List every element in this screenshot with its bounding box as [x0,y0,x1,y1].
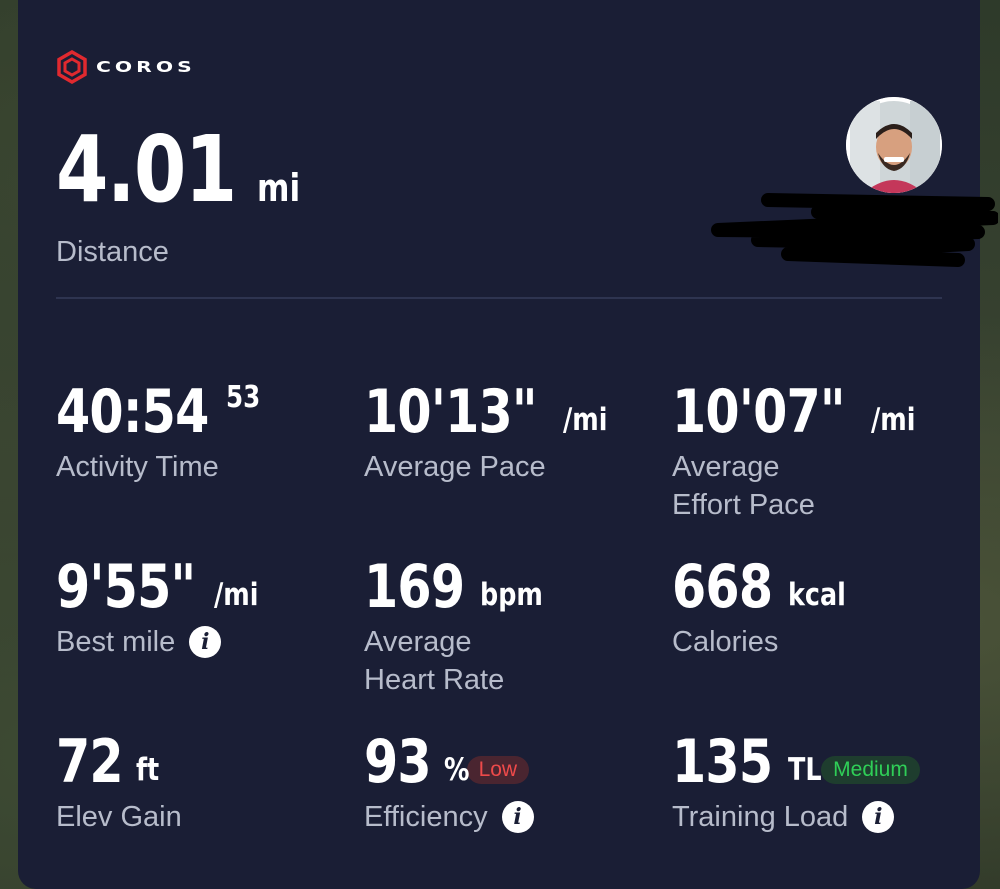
divider [56,297,942,299]
effort-pace-value: 10'07" [672,377,846,447]
brand-logo: COROS [56,50,192,84]
stat-heart-rate: 169 bpm Average Heart Rate [364,555,664,699]
elev-gain-unit: ft [135,752,159,788]
stat-training-load: 135 TL Medium Training Load i [672,730,972,836]
average-pace-value: 10'13" [364,377,538,447]
efficiency-unit: % [443,752,469,788]
avatar[interactable] [846,97,942,193]
best-mile-label: Best mile [56,626,176,658]
stat-elev-gain: 72 ft Elev Gain [56,730,356,836]
distance-value: 4.01 [56,116,237,223]
activity-time-value: 40:54 [56,377,209,447]
redacted-name-scribble [711,193,998,267]
stat-efficiency: 93 % Low Efficiency i [364,730,664,836]
stat-activity-time: 40:54 53 Activity Time [56,380,356,486]
hexagon-logo-icon [57,50,87,84]
stat-average-pace: 10'13" /mi Average Pace [364,380,664,486]
training-load-unit: TL [788,752,822,788]
training-load-status-badge: Medium [821,756,920,784]
efficiency-label-row: Efficiency i [364,798,664,836]
stat-effort-pace: 10'07" /mi Average Effort Pace [672,380,972,524]
efficiency-info-icon[interactable]: i [501,801,534,833]
effort-pace-label: Average Effort Pace [672,448,972,524]
efficiency-label: Efficiency [364,801,488,833]
heart-rate-unit: bpm [480,577,544,613]
calories-unit: kcal [788,577,847,613]
activity-summary-card: COROS 4.01 mi Distance 40:54 53 Activity… [18,0,998,889]
best-mile-label-row: Best mile i [56,623,356,661]
avatar-photo [846,97,942,193]
training-load-label: Training Load [672,801,849,833]
heart-rate-label-line2: Heart Rate [364,664,505,696]
training-load-value: 135 [672,727,773,797]
efficiency-status-badge: Low [466,756,530,784]
distance-label: Distance [56,236,169,268]
average-pace-unit: /mi [562,402,608,438]
distance-unit: mi [257,166,301,210]
training-load-label-row: Training Load i [672,798,972,836]
effort-pace-label-line1: Average [672,451,780,483]
best-mile-value: 9'55" [56,552,196,622]
heart-rate-label-line1: Average [364,626,472,658]
calories-label: Calories [672,626,779,658]
calories-value: 668 [672,552,773,622]
stat-calories: 668 kcal Calories [672,555,972,661]
best-mile-info-icon[interactable]: i [189,626,222,658]
effort-pace-label-line2: Effort Pace [672,489,815,521]
activity-time-label: Activity Time [56,451,219,483]
elev-gain-label: Elev Gain [56,801,182,833]
heart-rate-value: 169 [364,552,465,622]
brand-wordmark: COROS [96,58,196,76]
heart-rate-label: Average Heart Rate [364,623,664,699]
average-pace-label: Average Pace [364,451,546,483]
training-load-info-icon[interactable]: i [862,801,895,833]
efficiency-value: 93 [364,727,432,797]
stat-best-mile: 9'55" /mi Best mile i [56,555,356,661]
best-mile-unit: /mi [213,577,259,613]
activity-time-seconds: 53 [226,380,261,415]
distance-value-row: 4.01 mi [56,120,310,220]
elev-gain-value: 72 [56,727,124,797]
effort-pace-unit: /mi [870,402,916,438]
